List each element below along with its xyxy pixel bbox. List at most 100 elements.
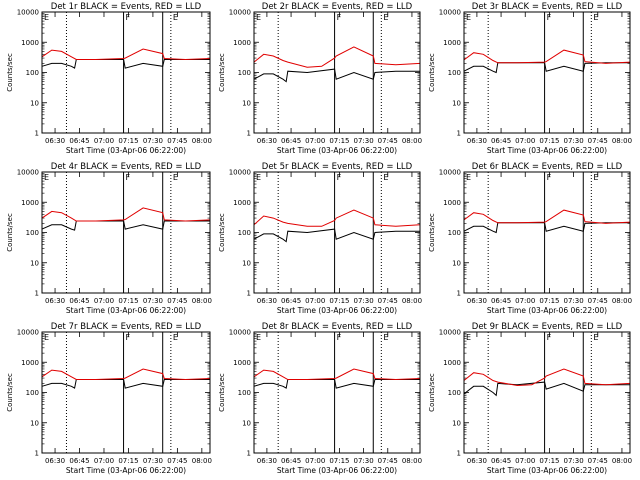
chart-panel-4: Det 4r BLACK = Events, RED = LLD Counts/s… [6,162,212,315]
chart-title: Det 1r BLACK = Events, RED = LLD [51,2,202,12]
x-tick-label: 06:45 [281,137,301,145]
x-tick-label: 08:00 [192,457,212,465]
lld-series-line [41,48,211,61]
segment-annotation: F [337,173,342,182]
lld-series-line [41,368,211,381]
segment-annotation: E [44,333,49,342]
y-tick-label: 100 [238,389,251,397]
segment-annotation: F [547,13,552,22]
x-tick-label: 08:00 [402,297,422,305]
plot-frame [463,171,631,294]
chart-panel-7: Det 7r BLACK = Events, RED = LLD Counts/s… [6,322,212,475]
x-tick-label: 06:45 [69,457,89,465]
segment-annotation: F [547,333,552,342]
x-tick-label: 07:00 [94,297,114,305]
plot-frame [41,11,211,134]
y-tick-label: 10000 [229,9,251,17]
segment-annotation: E [466,173,471,182]
segment-annotation: E [44,13,49,22]
y-tick-label: 1000 [21,359,39,367]
x-tick-label: 07:45 [378,137,398,145]
x-tick-label: 07:15 [329,297,349,305]
x-axis-label: Start Time (03-Apr-06 06:22:00) [66,466,186,475]
x-tick-label: 07:30 [563,297,583,305]
y-tick-label: 10000 [229,169,251,177]
x-tick-label: 07:15 [329,457,349,465]
events-series-line [41,379,210,389]
x-tick-label: 06:30 [467,297,487,305]
y-tick-label: 1 [35,130,39,138]
x-tick-label: 08:00 [192,297,212,305]
y-tick-label: 10000 [439,169,461,177]
y-axis-label: Counts/sec [218,213,226,252]
y-axis-label: Counts/sec [218,373,226,412]
segment-annotation: E [593,13,598,22]
lld-series-line [253,46,421,68]
events-series-line [253,68,420,83]
y-tick-label: 10 [30,99,39,107]
x-tick-label: 08:00 [612,457,632,465]
chart-panel-6: Det 6r BLACK = Events, RED = LLD Counts/s… [428,162,632,315]
events-series-line [253,379,420,389]
y-tick-label: 10 [242,419,251,427]
x-tick-label: 07:30 [353,457,373,465]
x-tick-label: 06:30 [45,457,65,465]
x-tick-label: 08:00 [612,297,632,305]
chart-title: Det 2r BLACK = Events, RED = LLD [262,2,413,12]
y-tick-label: 1 [457,290,461,298]
x-axis-label: Start Time (03-Apr-06 06:22:00) [277,306,397,315]
segment-annotation: E [383,13,388,22]
x-tick-label: 06:30 [467,457,487,465]
segment-annotation: E [383,333,388,342]
x-axis-label: Start Time (03-Apr-06 06:22:00) [487,466,607,475]
lld-series-line [253,209,421,227]
lld-series-line [463,209,631,224]
lld-series-line [41,207,211,222]
x-tick-label: 07:00 [515,297,535,305]
segment-annotation: E [173,173,178,182]
segment-annotation: F [126,13,131,22]
x-tick-label: 07:45 [167,297,187,305]
y-axis-label: Counts/sec [6,373,14,412]
x-tick-label: 06:45 [281,457,301,465]
x-tick-label: 06:30 [257,137,277,145]
x-tick-label: 07:00 [94,457,114,465]
x-tick-label: 06:30 [257,297,277,305]
y-tick-label: 1000 [21,199,39,207]
x-tick-label: 07:15 [118,457,138,465]
segment-annotation: E [256,173,261,182]
y-tick-label: 100 [448,229,461,237]
plot-frame [253,11,421,134]
y-tick-label: 10000 [17,169,39,177]
chart-panel-5: Det 5r BLACK = Events, RED = LLD Counts/s… [218,162,422,315]
x-tick-label: 06:45 [281,297,301,305]
segment-annotation: E [593,173,598,182]
segment-annotation: E [256,13,261,22]
x-tick-label: 07:15 [539,297,559,305]
y-tick-label: 100 [26,229,39,237]
segment-annotation: E [173,13,178,22]
x-tick-label: 07:30 [353,137,373,145]
y-tick-label: 10 [242,99,251,107]
plot-frame [463,11,631,134]
x-tick-label: 08:00 [402,137,422,145]
chart-panel-1: Det 1r BLACK = Events, RED = LLD Counts/s… [6,2,212,155]
y-tick-label: 1 [247,290,251,298]
y-tick-label: 10000 [17,329,39,337]
y-tick-label: 1000 [21,39,39,47]
y-tick-label: 100 [26,69,39,77]
y-tick-label: 1000 [233,199,251,207]
x-tick-label: 06:45 [69,297,89,305]
y-tick-label: 1 [35,450,39,458]
y-tick-label: 100 [448,389,461,397]
x-axis-label: Start Time (03-Apr-06 06:22:00) [487,306,607,315]
chart-title: Det 6r BLACK = Events, RED = LLD [472,162,623,172]
x-tick-label: 06:45 [491,137,511,145]
chart-title: Det 7r BLACK = Events, RED = LLD [51,322,202,332]
x-tick-label: 07:15 [118,297,138,305]
segment-annotation: F [337,333,342,342]
segment-annotation: E [173,333,178,342]
y-tick-label: 1 [247,130,251,138]
y-tick-label: 10 [30,419,39,427]
chart-panel-9: Det 9r BLACK = Events, RED = LLD Counts/s… [428,322,632,475]
